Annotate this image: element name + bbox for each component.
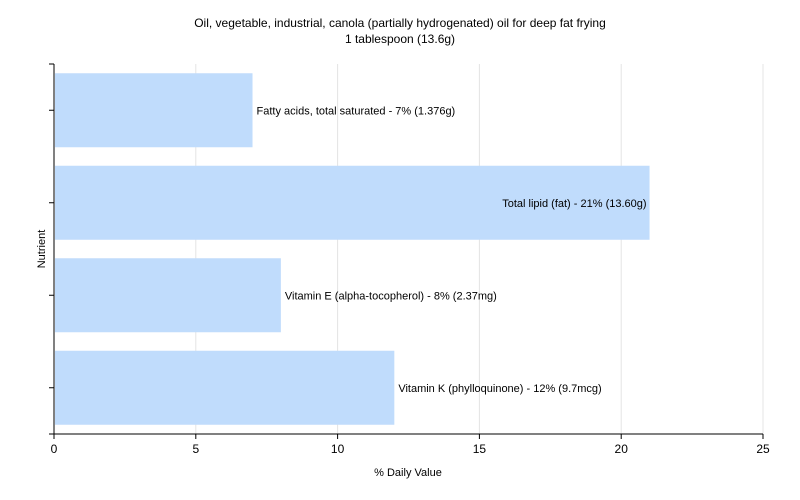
bar [55, 258, 281, 333]
bar-label: Vitamin K (phylloquinone) - 12% (9.7mcg) [398, 383, 601, 395]
x-tick-label: 15 [473, 442, 487, 456]
x-tick-label: 25 [756, 442, 770, 456]
x-tick-label: 0 [51, 442, 58, 456]
x-tick-label: 5 [192, 442, 199, 456]
chart-title: Oil, vegetable, industrial, canola (part… [194, 16, 606, 30]
y-axis-title: Nutrient [36, 230, 48, 269]
bar [55, 73, 253, 148]
x-axis-title: % Daily Value [374, 467, 442, 479]
bar [55, 350, 395, 425]
bar [55, 165, 650, 240]
bar-label: Vitamin E (alpha-tocopherol) - 8% (2.37m… [285, 290, 497, 302]
chart-subtitle: 1 tablespoon (13.6g) [344, 32, 456, 46]
x-tick-label: 20 [615, 442, 629, 456]
bar-label: Fatty acids, total saturated - 7% (1.376… [257, 105, 456, 117]
x-tick-label: 10 [331, 442, 345, 456]
bar-label: Total lipid (fat) - 21% (13.60g) [502, 198, 646, 210]
